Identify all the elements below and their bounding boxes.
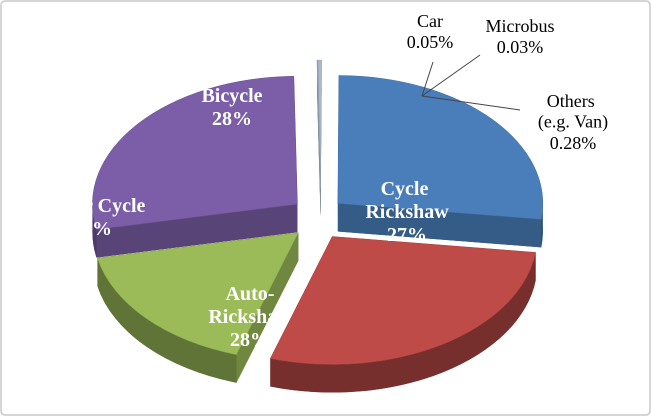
value-label: 0.28%	[550, 133, 597, 153]
slice-side	[236, 232, 299, 383]
slice-side	[96, 204, 298, 258]
value-label: 0.03%	[497, 37, 544, 57]
slice-label: Bicycle	[201, 85, 262, 107]
slice-side	[97, 258, 237, 383]
slice-label: Others (e.g. Van)	[538, 91, 608, 133]
slice	[97, 232, 299, 356]
slice-label: Auto-Rickshaw	[208, 283, 292, 328]
value-label: 0.05%	[407, 32, 454, 52]
value-label: 28%	[230, 329, 270, 351]
slice	[337, 75, 544, 220]
slice-label: Cycle Rickshaw	[365, 178, 449, 223]
slice-side	[337, 203, 542, 248]
slice	[269, 236, 536, 365]
leader-line	[421, 61, 434, 97]
slice-label: Car	[417, 11, 443, 31]
slice-side	[541, 203, 543, 248]
slice-label: Motor Cycle	[39, 195, 146, 217]
slice-side	[270, 252, 536, 393]
value-label: 28%	[212, 108, 252, 130]
slice-label: Microbus	[486, 16, 555, 36]
leader-line	[421, 54, 481, 97]
value-label: 17%	[72, 218, 112, 240]
slice	[317, 59, 322, 189]
value-label: 27%	[387, 224, 427, 246]
slice	[92, 75, 298, 230]
leader-line	[421, 95, 521, 111]
